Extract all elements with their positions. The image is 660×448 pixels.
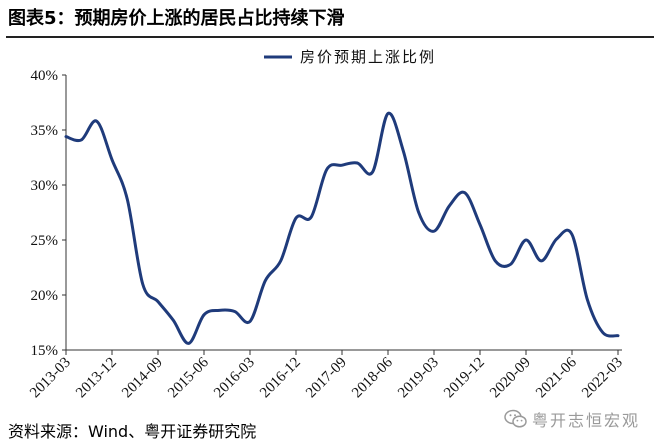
data-point xyxy=(586,298,589,301)
data-point xyxy=(478,223,482,226)
data-point xyxy=(417,211,420,214)
data-point xyxy=(570,233,574,236)
x-tick-label: 2019-03 xyxy=(395,355,442,402)
data-point xyxy=(371,170,374,173)
data-point xyxy=(172,319,175,322)
data-point xyxy=(402,149,405,153)
data-point xyxy=(463,191,466,194)
data-point xyxy=(325,168,328,171)
data-point xyxy=(340,164,344,167)
data-point xyxy=(110,158,114,161)
data-point xyxy=(524,238,528,242)
legend: 房价预期上涨比例 xyxy=(264,48,436,66)
data-point xyxy=(264,279,267,282)
data-point xyxy=(616,334,620,337)
data-point xyxy=(80,138,83,142)
y-tick-label: 20% xyxy=(31,288,59,304)
data-point xyxy=(386,112,390,115)
watermark-text: 粤开志恒宏观 xyxy=(532,411,641,430)
x-tick-label: 2014-09 xyxy=(119,355,166,402)
data-point xyxy=(141,282,144,286)
x-tick-label: 2016-12 xyxy=(257,355,304,402)
data-point xyxy=(126,198,129,201)
x-tick-label: 2013-12 xyxy=(73,355,120,402)
data-point xyxy=(509,263,512,266)
x-tick-label: 2013-03 xyxy=(27,355,74,402)
data-point xyxy=(356,161,359,165)
x-tick-label: 2015-06 xyxy=(165,354,212,401)
data-point xyxy=(601,331,604,334)
data-point xyxy=(218,309,221,312)
y-tick-label: 40% xyxy=(31,68,59,84)
data-point xyxy=(202,313,206,316)
x-tick-label: 2019-12 xyxy=(441,355,488,402)
x-tick-label: 2017-09 xyxy=(303,355,350,402)
x-tick-label: 2016-03 xyxy=(211,355,258,402)
y-axis-ticks: 15% 20% 25% 30% 35% 40% xyxy=(31,68,66,359)
source-note: 资料来源：Wind、粤开证券研究院 xyxy=(8,422,257,441)
data-point xyxy=(279,259,282,263)
legend-label: 房价预期上涨比例 xyxy=(300,48,436,66)
title-divider xyxy=(6,36,654,38)
data-point xyxy=(448,204,451,208)
data-point xyxy=(187,342,190,345)
wechat-icon xyxy=(504,409,527,428)
x-axis-ticks: 2013-03 2013-12 2014-09 2015-06 2016-03 2016-… xyxy=(27,350,626,401)
data-point xyxy=(432,230,436,233)
x-tick-label: 2022-03 xyxy=(579,355,626,402)
data-point xyxy=(248,320,252,323)
data-point xyxy=(494,259,497,263)
y-tick-label: 35% xyxy=(31,123,59,139)
data-point xyxy=(555,237,558,241)
data-point xyxy=(95,120,98,123)
data-point xyxy=(156,300,160,303)
series xyxy=(64,111,620,345)
series-line xyxy=(64,111,620,345)
data-point xyxy=(294,216,298,220)
axes xyxy=(65,75,622,351)
y-tick-label: 30% xyxy=(31,178,59,194)
x-tick-label: 2020-09 xyxy=(487,355,534,402)
data-point xyxy=(310,215,313,219)
data-point xyxy=(540,259,543,263)
x-tick-label: 2021-06 xyxy=(533,354,580,401)
data-point xyxy=(233,310,236,313)
figure-title: 图表5：预期房价上涨的居民占比持续下滑 xyxy=(8,8,345,29)
y-tick-label: 15% xyxy=(31,343,59,359)
watermark: 粤开志恒宏观 xyxy=(504,409,641,430)
data-point xyxy=(64,135,68,138)
y-tick-label: 25% xyxy=(31,233,59,249)
x-tick-label: 2018-06 xyxy=(349,354,396,401)
